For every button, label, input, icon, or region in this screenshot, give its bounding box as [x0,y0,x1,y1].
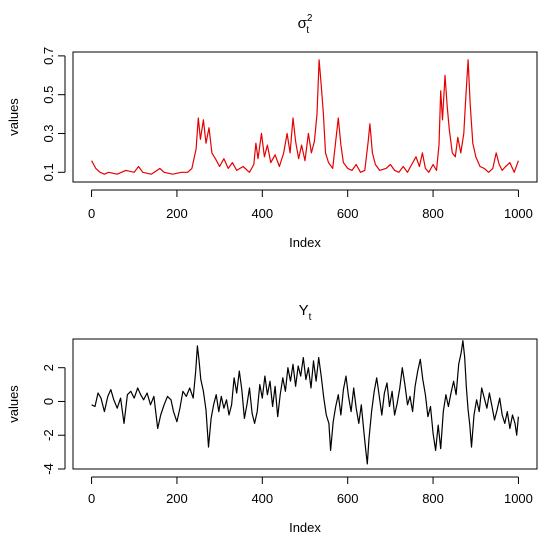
chart1-y-tick-label: 0.5 [41,86,56,104]
chart2-y-axis-label: values [6,385,21,423]
chart1-x-tick-label: 600 [337,206,359,221]
chart1-title-sub: t [306,25,309,36]
chart2-title-main: Y [299,302,309,319]
chart1-x-tick-label: 200 [166,206,188,221]
chart1-title: σ2 t [298,13,313,36]
chart1-series-1-line [91,59,519,175]
chart1-title-sup: 2 [307,13,313,24]
chart2-x-tick-label: 200 [166,491,188,506]
chart1-x-axis-label: Index [289,235,321,250]
chart2-x-tick-label: 800 [422,491,444,506]
chart1-y-tick-label: 0.3 [41,124,56,142]
chart1-title-main: σ [298,15,308,32]
chart1-y-tick-label: 0.1 [41,163,56,181]
chart2-title-sub: t [309,312,312,323]
chart2-x-tick-label: 0 [88,491,95,506]
chart2-x-tick-label: 400 [251,491,273,506]
chart2-series-1-line [91,340,519,465]
chart2-y-tick-label: 2 [41,364,56,371]
chart1-x-tick-label: 400 [251,206,273,221]
chart1-panel: σ2 t 0 200 400 600 800 1000 Index 0.1 0.3 0.5 0.7 val… [6,13,538,250]
chart1-x-tick-label: 800 [422,206,444,221]
chart2-title: Yt [299,302,312,323]
chart2-y-tick-label: 0 [41,398,56,405]
chart1-x-tick-label: 0 [88,206,95,221]
chart2-y-tick-label: -4 [41,463,56,475]
chart2-x-tick-label: 600 [337,491,359,506]
chart2-x-axis-label: Index [289,520,321,535]
chart1-y-axis-label: values [6,98,21,136]
chart1-y-tick-label: 0.7 [41,47,56,65]
chart2-plot-frame [72,338,538,470]
chart2-y-tick-label: -2 [41,429,56,441]
chart2-x-tick-label: 1000 [504,491,533,506]
chart2-panel: Yt 0 200 400 600 800 1000 Index -4 -2 0 2 values [6,302,538,535]
chart1-x-tick-label: 1000 [504,206,533,221]
chart1-plot-frame [72,51,538,183]
